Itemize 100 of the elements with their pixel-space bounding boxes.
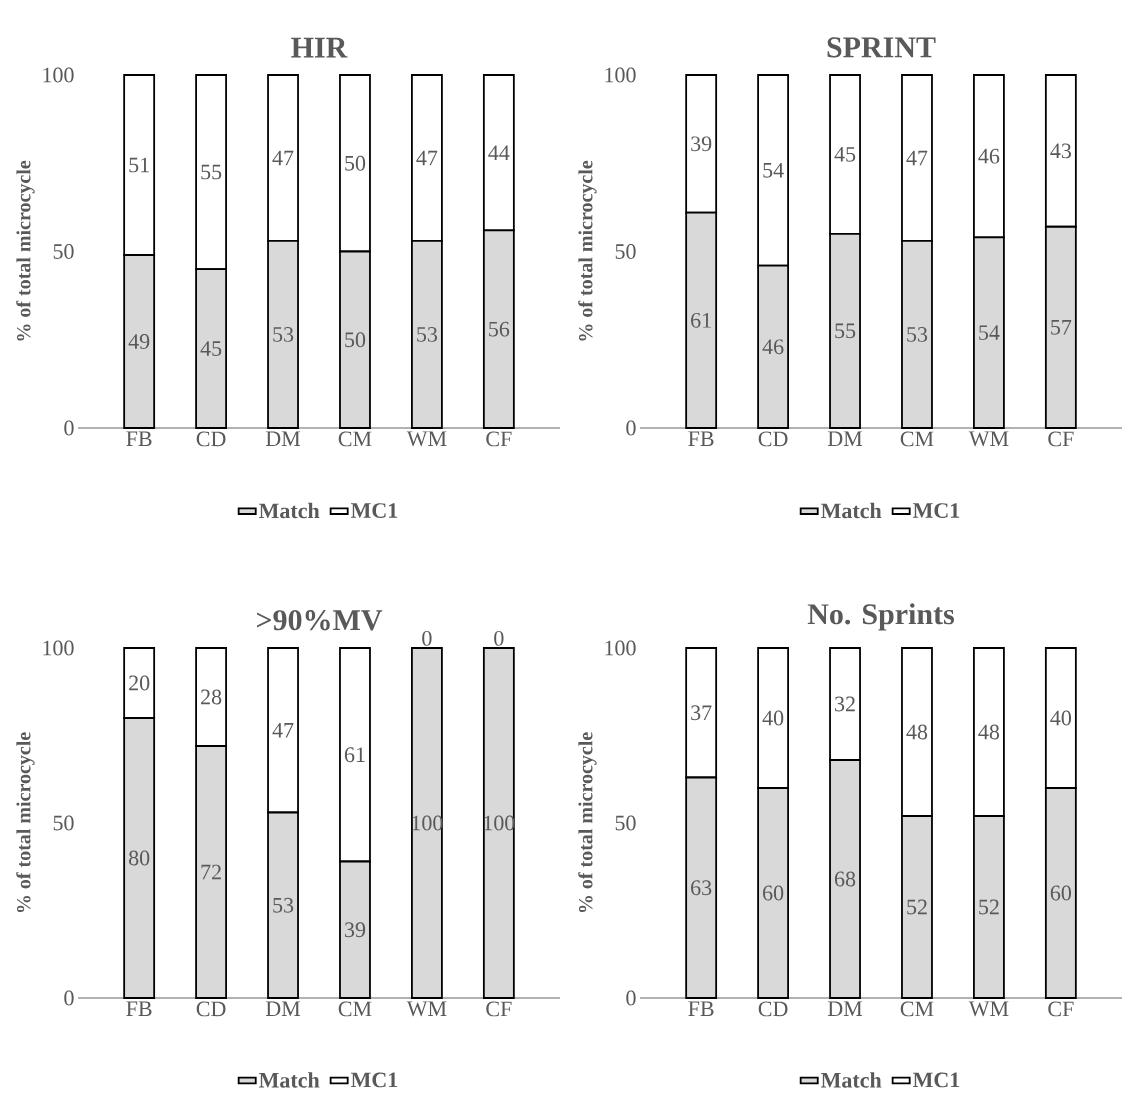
x-tick-label: CD: [758, 1001, 788, 1017]
y-tick-label: 0: [64, 990, 74, 1006]
data-label: 43: [1050, 143, 1071, 159]
x-tick-label: CF: [486, 431, 512, 447]
x-tick-label: CD: [196, 1001, 226, 1017]
data-label: 53: [417, 327, 438, 342]
legend-label: Match: [821, 1072, 882, 1088]
data-label: 61: [691, 312, 711, 328]
y-tick-label: 0: [64, 420, 74, 436]
x-tick-label: DM: [265, 431, 301, 446]
data-label: 0: [494, 630, 504, 646]
chart-title: No. Sprints: [807, 603, 955, 631]
data-label: 53: [907, 327, 928, 342]
y-tick-label: 100: [43, 640, 74, 656]
y-tick-label: 50: [615, 815, 636, 831]
data-label: 54: [763, 162, 784, 178]
data-label: 45: [200, 341, 222, 356]
x-tick-label: CF: [1048, 1001, 1074, 1017]
x-tick-label: FB: [688, 431, 714, 446]
y-axis-title: % of total microcycle: [578, 160, 597, 341]
x-tick-label: CF: [486, 1001, 512, 1017]
x-tick-label: CM: [338, 1001, 372, 1017]
data-label: 61: [344, 747, 365, 763]
data-label: 32: [835, 696, 855, 712]
x-tick-label: CM: [900, 1001, 934, 1017]
x-tick-label: FB: [126, 431, 152, 446]
y-tick-label: 50: [53, 815, 74, 831]
chart-title: HIR: [291, 37, 348, 58]
data-label: 54: [979, 325, 1000, 341]
data-label: 52: [979, 899, 999, 915]
x-tick-label: DM: [265, 1001, 301, 1016]
data-label: 53: [273, 327, 294, 342]
chart-title: SPRINT: [827, 37, 936, 58]
data-label: 57: [1051, 320, 1072, 335]
legend-label: MC1: [912, 503, 960, 518]
data-label: 53: [273, 897, 294, 913]
bar: [411, 647, 443, 999]
data-label: 56: [489, 321, 510, 337]
y-axis-title: % of total microcycle: [578, 732, 597, 913]
legend-label: Match: [259, 1072, 320, 1088]
data-label: 48: [978, 724, 1000, 740]
data-label: 47: [272, 150, 294, 166]
data-label: 0: [422, 630, 432, 646]
data-label: 39: [345, 922, 366, 938]
data-label: 50: [345, 332, 366, 348]
data-label: 55: [201, 164, 222, 180]
data-label: 39: [691, 136, 712, 152]
x-tick-label: DM: [827, 1001, 863, 1016]
data-label: 40: [762, 710, 784, 726]
data-label: 37: [691, 705, 712, 721]
bar: [482, 647, 515, 999]
chart-title: >90%MV: [256, 610, 383, 631]
legend-label: MC1: [350, 503, 398, 518]
y-tick-label: 100: [43, 67, 74, 83]
legend-label: MC1: [912, 1072, 960, 1088]
data-label: 63: [691, 880, 712, 896]
x-tick-label: FB: [688, 1001, 714, 1016]
x-tick-label: CD: [758, 431, 788, 447]
data-label: 48: [906, 724, 928, 740]
data-label: 47: [272, 723, 294, 738]
x-tick-label: CM: [900, 431, 934, 447]
data-label: 72: [201, 864, 221, 880]
data-label: 50: [345, 155, 366, 171]
y-tick-label: 0: [626, 990, 636, 1006]
x-tick-label: CM: [338, 431, 372, 447]
data-label: 51: [129, 157, 149, 173]
legend-label: Match: [259, 502, 320, 519]
x-tick-label: WM: [968, 431, 1009, 447]
data-label: 46: [762, 339, 784, 355]
x-tick-label: WM: [406, 1001, 447, 1017]
x-tick-label: CD: [196, 431, 226, 447]
data-label: 20: [129, 675, 150, 691]
legend-label: Match: [821, 502, 882, 519]
data-label: 40: [1050, 710, 1072, 726]
data-label: 46: [978, 148, 1000, 164]
data-label: 28: [201, 689, 222, 705]
y-tick-label: 50: [615, 244, 636, 259]
data-label: 60: [763, 885, 784, 901]
y-axis-title: % of total microcycle: [16, 732, 35, 913]
data-label: 55: [835, 323, 856, 339]
data-label: 47: [906, 150, 928, 166]
x-tick-label: CF: [1048, 431, 1074, 447]
x-tick-label: DM: [827, 431, 863, 446]
data-label: 44: [488, 145, 510, 160]
x-tick-label: FB: [126, 1001, 152, 1016]
data-label: 45: [834, 147, 856, 162]
data-label: 80: [128, 850, 150, 866]
y-axis-title: % of total microcycle: [16, 160, 35, 341]
legend-label: MC1: [350, 1072, 398, 1088]
data-label: 60: [1050, 885, 1072, 901]
x-tick-label: WM: [968, 1001, 1009, 1017]
data-label: 47: [416, 150, 438, 166]
data-label: 52: [907, 899, 927, 915]
x-tick-label: WM: [406, 431, 447, 447]
y-tick-label: 100: [605, 67, 636, 83]
y-tick-label: 0: [626, 420, 636, 436]
y-tick-label: 100: [605, 640, 636, 656]
y-tick-label: 50: [53, 244, 74, 259]
data-label: 68: [834, 871, 856, 887]
data-label: 49: [128, 334, 150, 349]
